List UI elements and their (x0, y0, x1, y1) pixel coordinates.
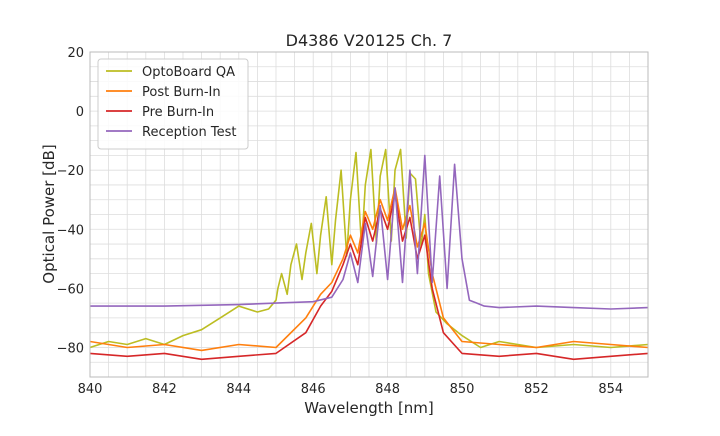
legend-label: Reception Test (142, 125, 236, 140)
x-tick-label: 842 (152, 382, 177, 397)
series-line-reception-test (90, 154, 648, 310)
chart-title: D4386 V20125 Ch. 7 (286, 31, 453, 50)
x-tick-label: 850 (450, 382, 475, 397)
series-lines (90, 148, 648, 361)
axes: 840 842 844 846 848 850 852 854 −80 −60 −40 −20 0 20 (57, 46, 649, 397)
series-line-post-burn-in (90, 187, 648, 352)
x-axis-label: Wavelength [nm] (304, 399, 434, 417)
x-tick-label: 852 (524, 382, 549, 397)
y-tick-label: −40 (57, 223, 84, 238)
legend: OptoBoard QA Post Burn-In Pre Burn-In Recep… (97, 58, 249, 150)
y-axis-label: Optical Power [dB] (40, 144, 58, 283)
x-tick-label: 848 (375, 382, 400, 397)
legend-box (97, 58, 249, 150)
x-tick-label: 854 (598, 382, 623, 397)
legend-label: Post Burn-In (142, 85, 221, 100)
y-tick-label: −80 (57, 341, 84, 356)
y-tick-label: 20 (67, 46, 84, 61)
x-tick-label: 840 (78, 382, 103, 397)
y-tick-label: −60 (57, 282, 84, 297)
legend-label: OptoBoard QA (142, 65, 235, 80)
legend-label: Pre Burn-In (142, 105, 214, 120)
y-tick-label: −20 (57, 164, 84, 179)
x-tick-label: 844 (226, 382, 251, 397)
y-tick-label: 0 (76, 105, 84, 120)
x-tick-label: 846 (301, 382, 326, 397)
plot-frame (89, 51, 649, 378)
